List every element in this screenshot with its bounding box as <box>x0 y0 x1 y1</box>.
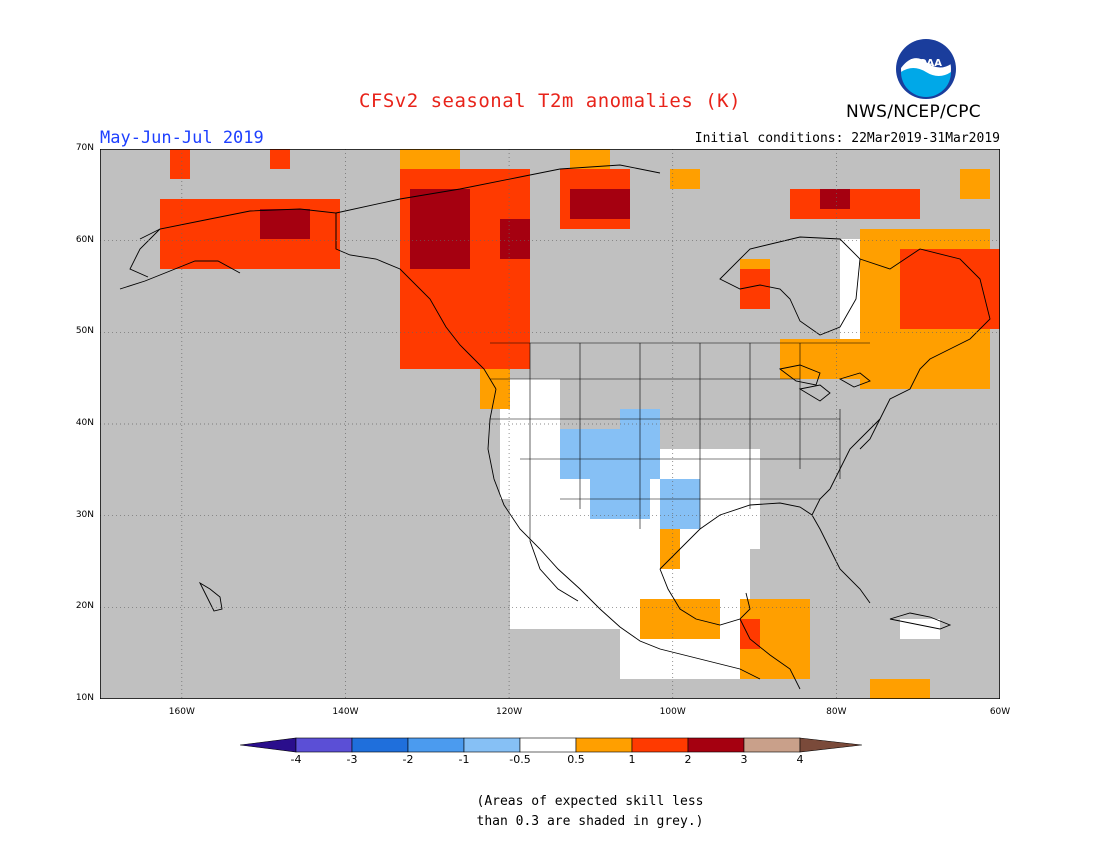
colorbar-label: 0.5 <box>567 753 585 766</box>
anomaly-patch-p1_2 <box>740 269 770 309</box>
initial-conditions: Initial conditions: 22Mar2019-31Mar2019 <box>694 131 1000 146</box>
colorbar-segment <box>351 737 409 753</box>
anomaly-patch-p2_3 <box>500 219 530 259</box>
agency-label: NWS/NCEP/CPC <box>846 102 981 122</box>
anomaly-patch-p1_2 <box>790 189 920 219</box>
colorbar-label: 4 <box>796 753 804 766</box>
anomaly-map <box>100 149 1000 699</box>
anomaly-patch-m1_m05 <box>590 469 650 519</box>
lon-label: 100W <box>659 707 686 717</box>
anomaly-patch-p2_3 <box>410 189 470 269</box>
colorbar-segment <box>687 737 745 753</box>
colorbar-label: 2 <box>684 753 692 766</box>
anomaly-patch-p1_2 <box>740 619 760 649</box>
anomaly-patch-p1_2 <box>270 149 290 169</box>
colorbar-segment <box>240 737 297 753</box>
anomaly-patch-p1_2 <box>500 349 520 369</box>
colorbar-segment <box>463 737 521 753</box>
lat-label: 50N <box>75 326 94 337</box>
anomaly-patch-p05_1 <box>780 339 900 379</box>
colorbar-label: -0.5 <box>509 753 531 766</box>
anomaly-fields <box>160 149 1000 699</box>
anomaly-patch-p2_3 <box>820 189 850 209</box>
anomaly-patch-p05_1 <box>670 169 700 189</box>
logo-text: NOAA <box>910 58 942 69</box>
anomaly-patch-p05_1 <box>570 149 610 169</box>
colorbar-segment <box>575 737 633 753</box>
lat-label: 60N <box>75 234 94 245</box>
anomaly-patch-m05_05 <box>900 619 940 639</box>
anomaly-patch-p05_1 <box>870 679 930 699</box>
colorbar-segment <box>743 737 801 753</box>
colorbar-label: -4 <box>290 753 302 766</box>
anomaly-patch-p05_1 <box>640 599 720 639</box>
lon-label: 120W <box>496 707 523 717</box>
anomaly-patch-p05_1 <box>660 529 680 569</box>
skill-note-line1: (Areas of expected skill less <box>476 794 704 809</box>
anomaly-patch-p2_3 <box>260 209 310 239</box>
lon-label: 160W <box>168 707 195 717</box>
lat-label: 30N <box>75 509 94 520</box>
colorbar-label: 1 <box>628 753 636 766</box>
coastlines <box>119 164 991 690</box>
anomaly-patch-p05_1 <box>400 149 460 169</box>
skill-note-line2: than 0.3 are shaded in grey.) <box>476 814 704 829</box>
lon-label: 60W <box>989 707 1011 717</box>
anomaly-patch-p2_3 <box>570 189 630 219</box>
colorbar <box>240 737 862 753</box>
lat-label: 20N <box>75 601 94 612</box>
anomaly-patch-p1_2 <box>170 149 190 179</box>
noaa-logo-icon: NOAA <box>896 39 956 99</box>
lon-label: 140W <box>332 707 359 717</box>
colorbar-segment <box>407 737 465 753</box>
colorbar-label: -2 <box>402 753 414 766</box>
colorbar-segment <box>519 737 577 753</box>
colorbar-segment <box>631 737 689 753</box>
colorbar-segment <box>295 737 353 753</box>
lon-label: 80W <box>826 707 847 717</box>
anomaly-patch-p1_2 <box>160 199 340 269</box>
colorbar-label: -3 <box>346 753 358 766</box>
anomaly-patch-p05_1 <box>960 169 990 199</box>
political-borders <box>490 342 870 541</box>
anomaly-patch-m1_m05 <box>660 479 700 529</box>
lat-label: 70N <box>75 143 94 153</box>
lat-label: 40N <box>75 418 94 428</box>
colorbar-segment <box>799 737 862 753</box>
map-title: CFSv2 seasonal T2m anomalies (K) <box>358 90 742 112</box>
skill-note: (Areas of expected skill less than 0.3 a… <box>460 792 720 832</box>
forecast-period: May-Jun-Jul 2019 <box>100 128 264 148</box>
colorbar-label: -1 <box>458 753 470 766</box>
lat-label: 10N <box>75 693 94 703</box>
anomaly-patch-p1_2 <box>900 249 1000 329</box>
colorbar-label: 3 <box>740 753 748 766</box>
